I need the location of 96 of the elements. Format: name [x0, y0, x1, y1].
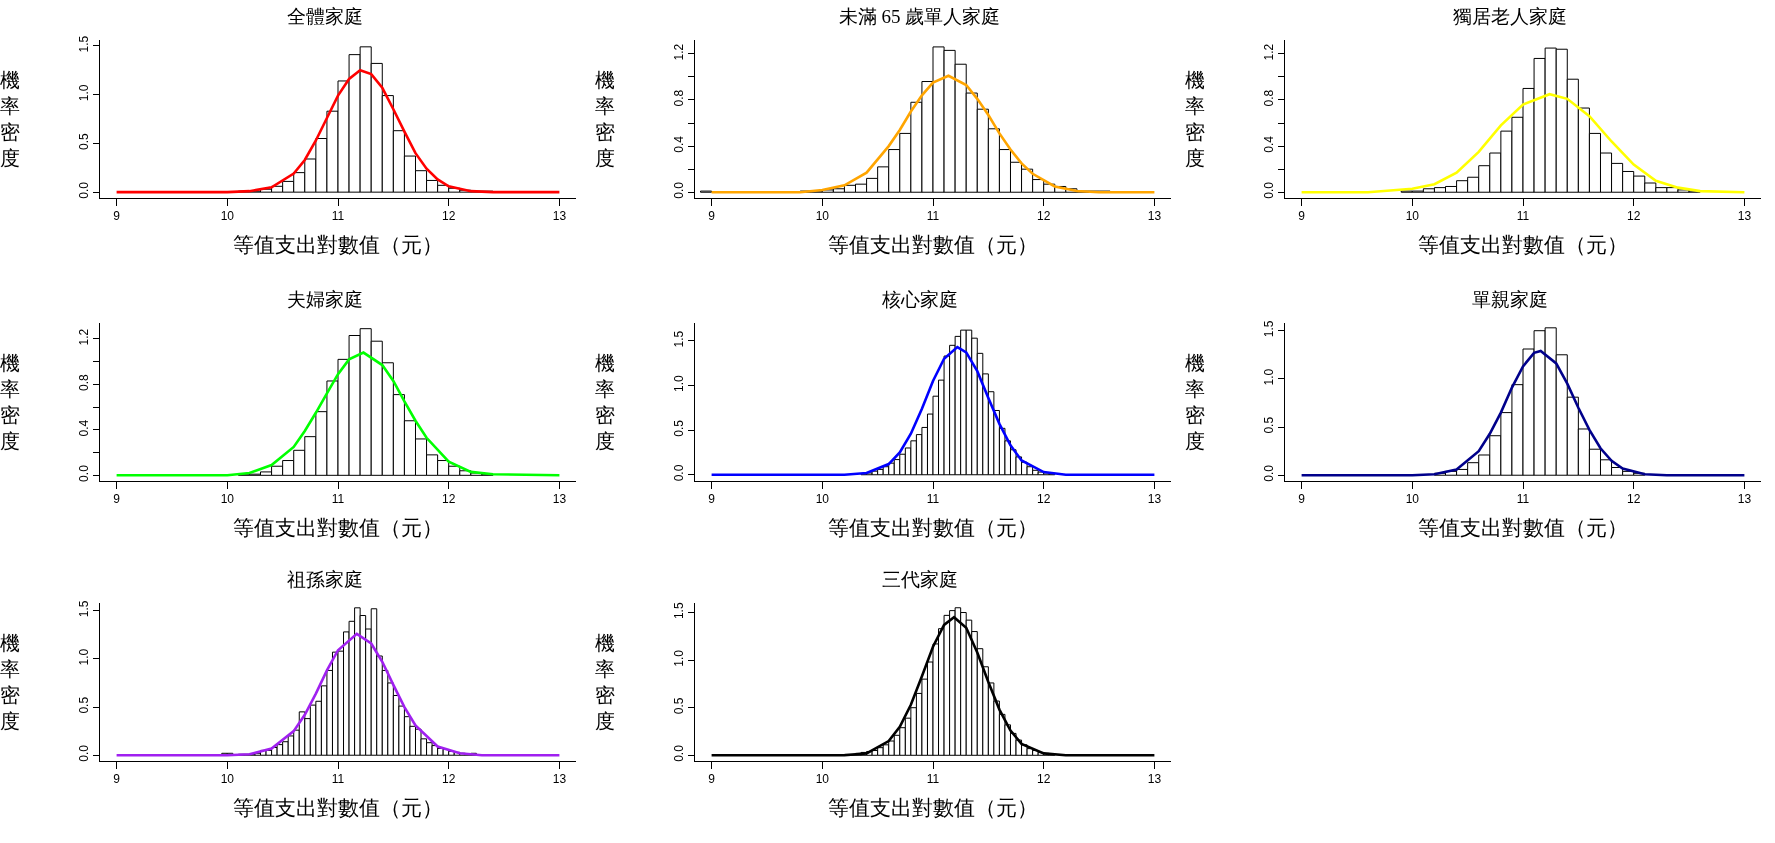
- y-tick-label: 0.0: [672, 744, 687, 762]
- y-tick-label: 0.0: [672, 181, 687, 199]
- x-tick-label: 10: [220, 492, 235, 507]
- x-tick-label: 11: [926, 492, 940, 507]
- x-axis-title: 等值支出對數值（元）: [828, 232, 1038, 257]
- x-tick-label: 9: [113, 772, 121, 787]
- x-axis-title: 等值支出對數值（元）: [233, 232, 443, 257]
- y-tick-label: 0.0: [1262, 181, 1277, 199]
- y-tick-label: 1.0: [1262, 368, 1277, 386]
- y-tick-label: 0.4: [1262, 135, 1277, 153]
- y-tick-label: 0.5: [77, 696, 92, 714]
- y-tick-label: 0.0: [77, 181, 92, 199]
- x-tick-label: 10: [815, 492, 830, 507]
- chart-title: 單親家庭: [1471, 289, 1548, 311]
- y-axis-title: 機率密度: [595, 632, 615, 732]
- y-axis-title: 機率密度: [1185, 69, 1205, 169]
- y-tick-label: 0.5: [672, 697, 687, 715]
- x-axis-title: 等值支出對數值（元）: [233, 515, 443, 540]
- chart-title: 核心家庭: [880, 289, 958, 311]
- x-tick-label: 11: [926, 772, 940, 787]
- y-tick-label: 0.8: [672, 89, 687, 107]
- y-axis-title: 機率密度: [0, 69, 20, 169]
- y-tick-label: 0.0: [672, 464, 687, 482]
- x-tick-label: 9: [1298, 209, 1306, 224]
- y-tick-label: 0.5: [77, 132, 92, 150]
- y-tick-label: 1.5: [1262, 320, 1277, 338]
- x-tick-label: 12: [1627, 492, 1641, 507]
- y-tick-label: 1.2: [672, 43, 687, 61]
- y-tick-label: 1.5: [77, 600, 92, 618]
- y-tick-label: 0.5: [672, 419, 687, 437]
- x-tick-label: 9: [1298, 492, 1306, 507]
- y-tick-label: 0.0: [77, 464, 92, 482]
- x-tick-label: 9: [708, 772, 716, 787]
- chart-title: 夫婦家庭: [286, 289, 363, 311]
- x-tick-label: 10: [1405, 209, 1420, 224]
- y-tick-label: 1.0: [672, 649, 687, 667]
- x-tick-label: 11: [331, 772, 345, 787]
- x-tick-label: 10: [220, 772, 235, 787]
- x-axis-title: 等值支出對數值（元）: [233, 795, 443, 820]
- y-tick-label: 1.0: [672, 375, 687, 393]
- x-tick-label: 9: [113, 209, 121, 224]
- y-tick-label: 0.0: [1262, 464, 1277, 482]
- y-tick-label: 1.2: [1262, 43, 1277, 61]
- x-tick-label: 13: [1147, 492, 1162, 507]
- y-tick-label: 0.0: [77, 744, 92, 762]
- x-tick-label: 12: [1037, 492, 1051, 507]
- x-tick-label: 13: [1737, 492, 1752, 507]
- y-axis-title: 機率密度: [1185, 352, 1205, 452]
- y-tick-label: 1.5: [77, 35, 92, 53]
- x-tick-label: 10: [1405, 492, 1420, 507]
- y-axis-title: 機率密度: [0, 632, 20, 732]
- y-tick-label: 1.0: [77, 84, 92, 102]
- x-tick-label: 11: [331, 209, 345, 224]
- y-axis-title: 機率密度: [0, 352, 20, 452]
- x-tick-label: 12: [442, 772, 456, 787]
- x-tick-label: 12: [1037, 209, 1051, 224]
- x-tick-label: 12: [442, 209, 456, 224]
- x-tick-label: 12: [1627, 209, 1641, 224]
- x-tick-label: 13: [552, 772, 567, 787]
- x-tick-label: 11: [926, 209, 940, 224]
- x-tick-label: 9: [113, 492, 121, 507]
- y-tick-label: 1.0: [77, 648, 92, 666]
- y-tick-label: 1.5: [672, 602, 687, 620]
- y-tick-label: 0.8: [77, 373, 92, 391]
- y-axis-title: 機率密度: [595, 69, 615, 169]
- x-tick-label: 12: [1037, 772, 1051, 787]
- x-tick-label: 11: [1516, 492, 1530, 507]
- x-tick-label: 9: [708, 209, 716, 224]
- x-tick-label: 13: [1147, 209, 1162, 224]
- x-axis-title: 等值支出對數值（元）: [828, 795, 1038, 820]
- chart-title: 獨居老人家庭: [1452, 6, 1567, 28]
- chart-title: 未滿 65 歲單人家庭: [838, 6, 1001, 28]
- chart-title: 祖孫家庭: [286, 569, 363, 591]
- x-tick-label: 10: [220, 209, 235, 224]
- x-tick-label: 13: [552, 209, 567, 224]
- x-tick-label: 13: [1147, 772, 1162, 787]
- y-tick-label: 1.2: [77, 328, 92, 346]
- x-tick-label: 10: [815, 209, 830, 224]
- chart-title: 全體家庭: [286, 6, 363, 28]
- y-tick-label: 0.4: [672, 135, 687, 153]
- y-tick-label: 0.5: [1262, 416, 1277, 434]
- x-axis-title: 等值支出對數值（元）: [1418, 515, 1628, 540]
- y-tick-label: 0.8: [1262, 89, 1277, 107]
- y-axis-title: 機率密度: [595, 352, 615, 452]
- x-axis-title: 等值支出對數值（元）: [828, 515, 1038, 540]
- x-tick-label: 11: [331, 492, 345, 507]
- x-tick-label: 13: [552, 492, 567, 507]
- x-axis-title: 等值支出對數值（元）: [1418, 232, 1628, 257]
- x-tick-label: 12: [442, 492, 456, 507]
- y-tick-label: 0.4: [77, 419, 92, 437]
- x-tick-label: 13: [1737, 209, 1752, 224]
- y-tick-label: 1.5: [672, 330, 687, 348]
- x-tick-label: 9: [708, 492, 716, 507]
- x-tick-label: 10: [815, 772, 830, 787]
- x-tick-label: 11: [1516, 209, 1530, 224]
- chart-title: 三代家庭: [881, 569, 958, 591]
